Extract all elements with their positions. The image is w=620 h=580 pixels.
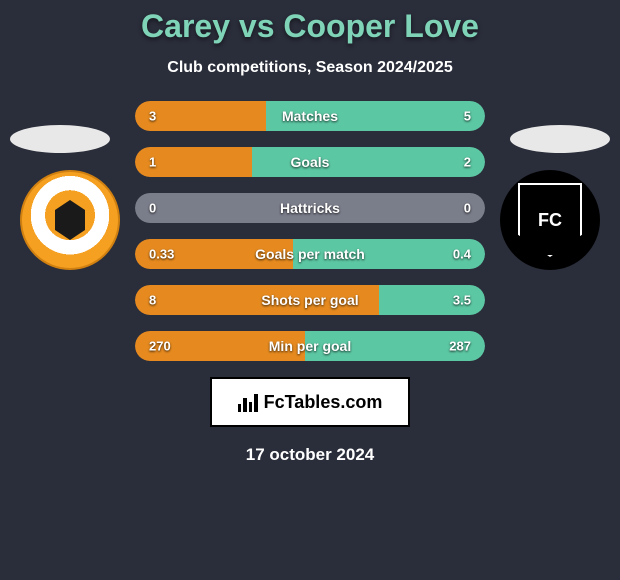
stat-value-right: 0.4: [453, 247, 471, 262]
right-ellipse-decor: [510, 125, 610, 153]
stat-label: Matches: [282, 108, 338, 124]
stat-value-left: 8: [149, 293, 156, 308]
stat-row: 0 0 Hattricks: [135, 193, 485, 223]
stat-value-right: 5: [464, 109, 471, 124]
left-club-badge: [20, 170, 120, 270]
right-club-badge: [500, 170, 600, 270]
brand-text: FcTables.com: [264, 392, 383, 413]
stat-value-left: 1: [149, 155, 156, 170]
stat-label: Min per goal: [269, 338, 351, 354]
brand-chart-icon: [238, 392, 258, 412]
comparison-title: Carey vs Cooper Love: [0, 0, 620, 45]
stat-label: Goals: [291, 154, 330, 170]
generation-date: 17 october 2024: [0, 445, 620, 465]
stat-label: Hattricks: [280, 200, 340, 216]
stat-fill-right: [252, 147, 485, 177]
stat-value-right: 2: [464, 155, 471, 170]
stat-row: 1 2 Goals: [135, 147, 485, 177]
left-ellipse-decor: [10, 125, 110, 153]
stat-label: Shots per goal: [261, 292, 358, 308]
stat-value-left: 270: [149, 339, 171, 354]
stat-row: 3 5 Matches: [135, 101, 485, 131]
comparison-subtitle: Club competitions, Season 2024/2025: [0, 59, 620, 77]
stat-row: 8 3.5 Shots per goal: [135, 285, 485, 315]
stat-value-right: 3.5: [453, 293, 471, 308]
stat-value-right: 0: [464, 201, 471, 216]
brand-box: FcTables.com: [210, 377, 410, 427]
stat-value-right: 287: [449, 339, 471, 354]
stats-container: 3 5 Matches 1 2 Goals 0 0 Hattricks 0.33 0.4 Goals …: [135, 101, 485, 361]
stat-value-left: 0.33: [149, 247, 174, 262]
stat-row: 270 287 Min per goal: [135, 331, 485, 361]
stat-value-left: 3: [149, 109, 156, 124]
stat-row: 0.33 0.4 Goals per match: [135, 239, 485, 269]
stat-label: Goals per match: [255, 246, 365, 262]
stat-value-left: 0: [149, 201, 156, 216]
